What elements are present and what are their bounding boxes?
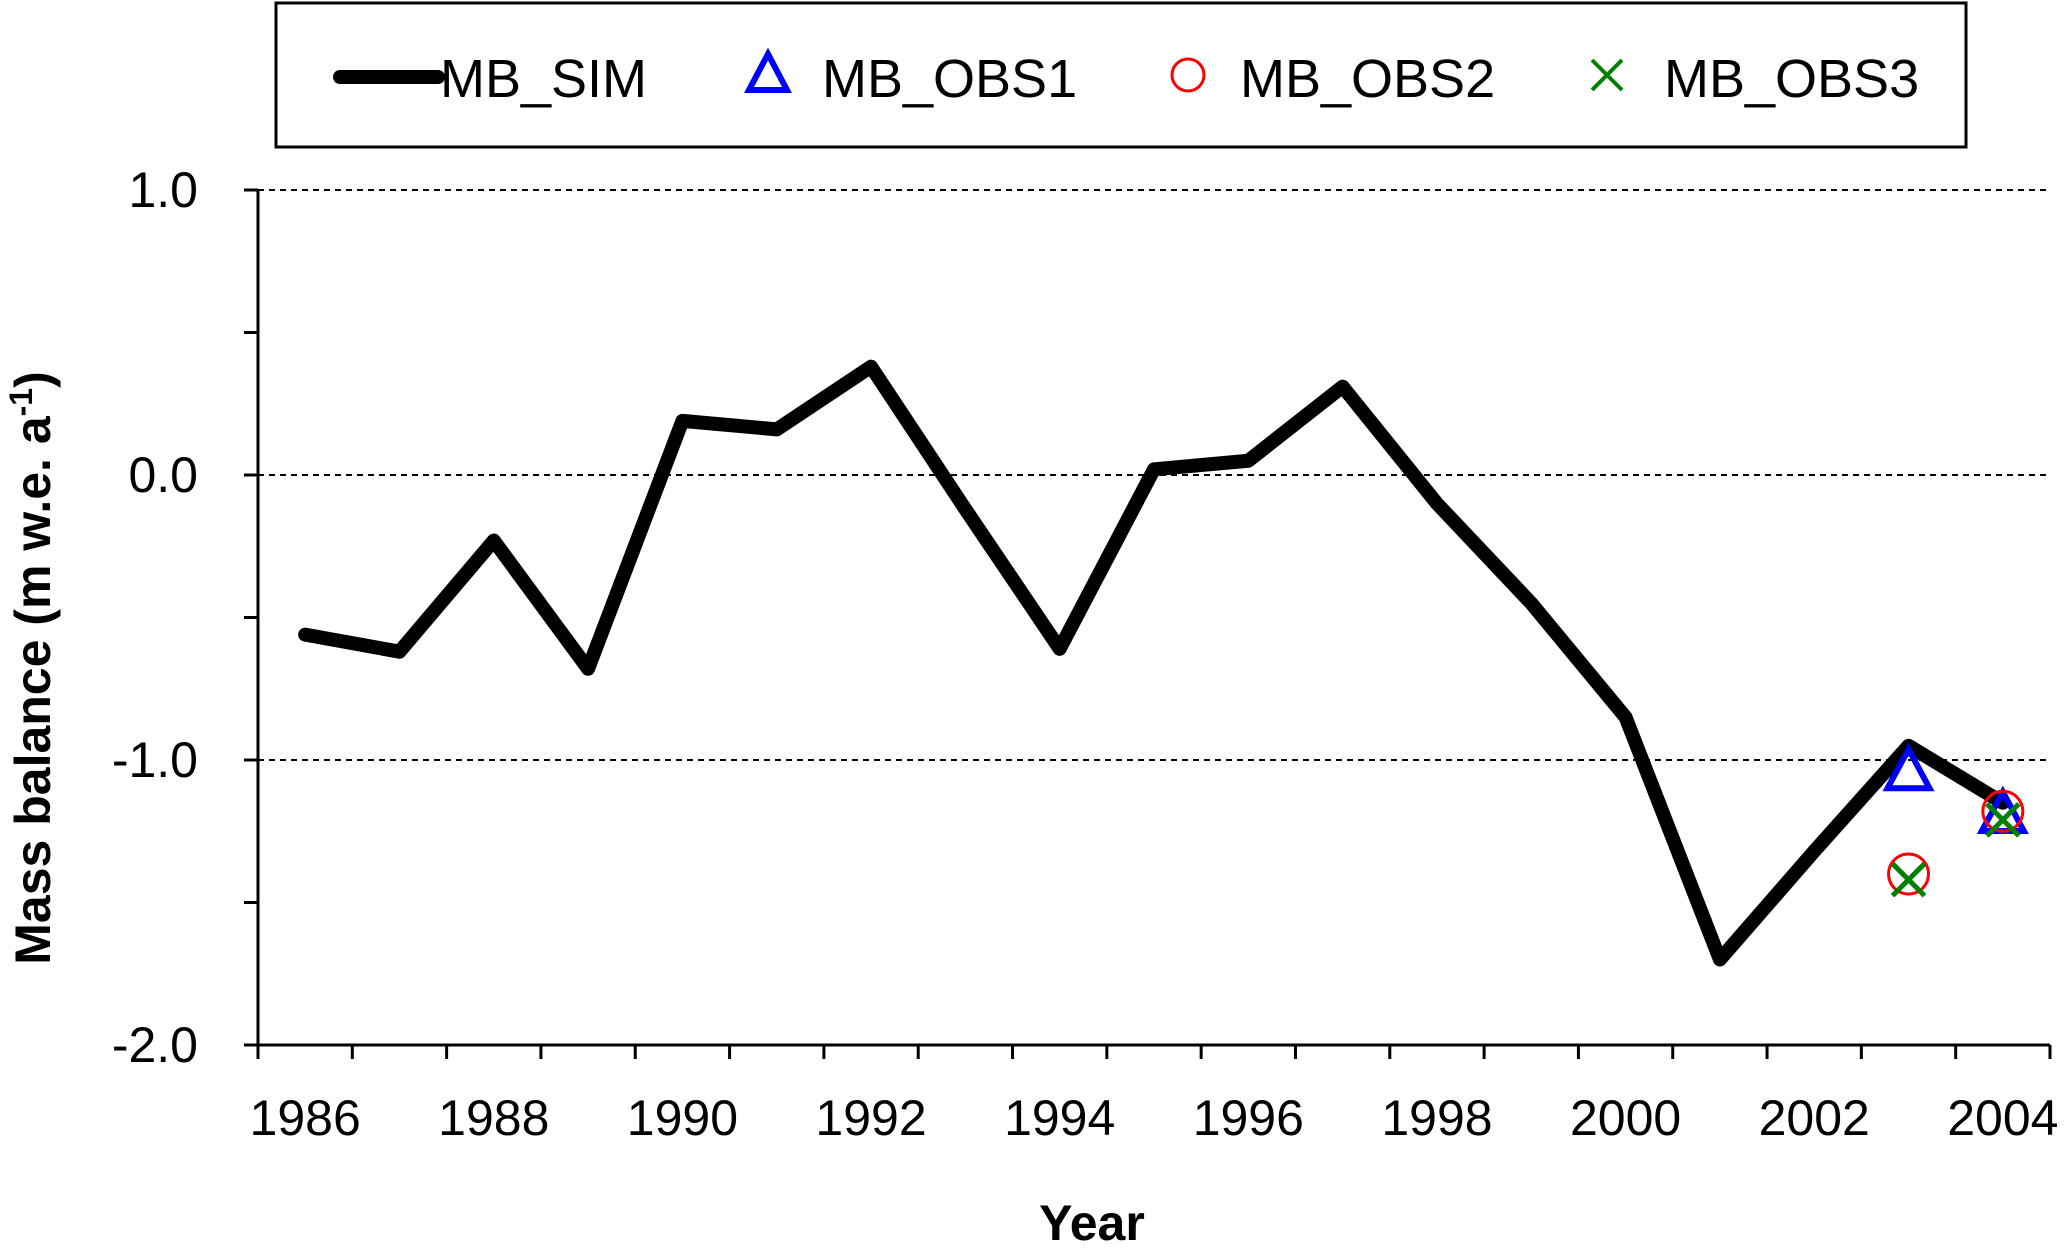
x-tick-label: 1988 xyxy=(438,1090,549,1146)
sim-point xyxy=(587,667,590,670)
y-axis-title-close: ) xyxy=(5,371,61,388)
x-tick-label: 1998 xyxy=(1381,1090,1492,1146)
obs1-point xyxy=(1882,742,1935,792)
sim-point xyxy=(1435,502,1438,505)
legend-label-sim: MB_SIM xyxy=(440,49,647,109)
y-tick-label: -1.0 xyxy=(112,732,198,788)
x-tick-label: 1996 xyxy=(1193,1090,1304,1146)
sim-point xyxy=(492,539,495,542)
legend-marker-obs1 xyxy=(744,47,792,93)
sim-point xyxy=(304,633,307,636)
sim-point xyxy=(1341,385,1344,388)
axes xyxy=(256,190,2050,1047)
sim-point xyxy=(775,428,778,431)
legend: MB_SIM MB_OBS1 MB_OBS2 MB_OBS3 xyxy=(274,1,1968,149)
sim-point xyxy=(1058,647,1061,650)
sim-line xyxy=(298,359,2010,967)
series-layer xyxy=(298,359,2029,967)
y-axis-ticks: 1.0 0.0 -1.0 -2.0 xyxy=(112,162,258,1073)
x-tick-label: 2004 xyxy=(1947,1090,2058,1146)
x-tick-label: 1994 xyxy=(1004,1090,1115,1146)
series-mb-obs3 xyxy=(1890,802,2021,898)
series-mb-sim xyxy=(298,359,2010,967)
sim-point xyxy=(1813,850,1816,853)
obs3-point xyxy=(1985,802,2021,838)
x-axis-ticks: 1986 1988 1990 1992 1994 1996 1998 2000 2002 2004 xyxy=(250,1045,2058,1146)
obs2-point xyxy=(1981,789,2025,833)
sim-point xyxy=(398,650,401,653)
y-axis-title-superscript: -1 xyxy=(3,388,39,416)
x-tick-label: 1986 xyxy=(250,1090,361,1146)
legend-label-obs3: MB_OBS3 xyxy=(1664,49,1919,109)
x-tick-label: 2002 xyxy=(1759,1090,1870,1146)
series-mb-obs2 xyxy=(1887,789,2025,896)
x-axis-title: Year xyxy=(1039,1195,1145,1249)
obs3-point xyxy=(1890,861,1927,898)
legend-marker-obs3 xyxy=(1590,58,1624,92)
sim-point xyxy=(1624,716,1627,719)
sim-point xyxy=(681,419,684,422)
y-tick-label: 0.0 xyxy=(128,447,198,503)
sim-point xyxy=(1247,459,1250,462)
sim-point xyxy=(870,365,873,368)
legend-marker-obs2 xyxy=(1170,57,1206,93)
y-tick-label: 1.0 xyxy=(128,162,198,218)
sim-point xyxy=(1718,958,1721,961)
sim-point xyxy=(2001,801,2004,804)
sim-point xyxy=(964,508,967,511)
y-axis-title-main: Mass balance (m w.e. a xyxy=(5,415,61,965)
legend-label-obs2: MB_OBS2 xyxy=(1240,49,1495,109)
x-tick-label: 1992 xyxy=(815,1090,926,1146)
legend-box xyxy=(274,1,1968,149)
x-tick-label: 2000 xyxy=(1570,1090,1681,1146)
sim-point xyxy=(1153,468,1155,471)
y-tick-label: -2.0 xyxy=(112,1017,198,1073)
sim-point xyxy=(1530,602,1533,605)
y-axis-title: Mass balance (m w.e. a-1) xyxy=(3,371,61,965)
legend-label-obs1: MB_OBS1 xyxy=(822,49,1077,109)
obs2-point xyxy=(1887,852,1931,896)
x-tick-label: 1990 xyxy=(627,1090,738,1146)
